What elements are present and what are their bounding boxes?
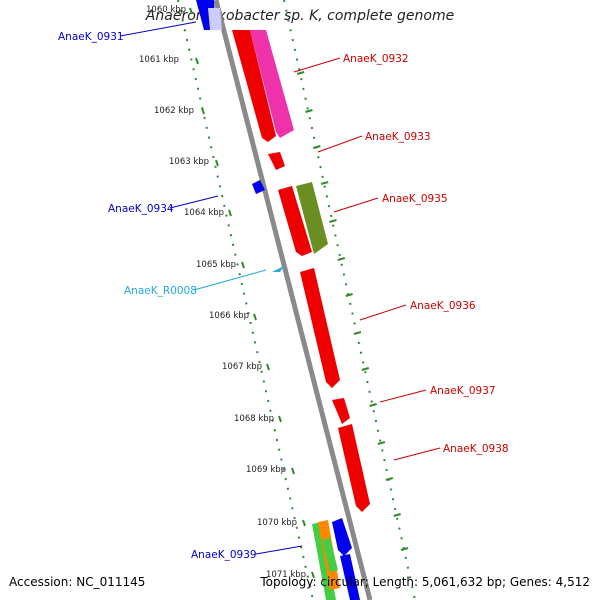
gene-label[interactable]: AnaeK_0933 bbox=[365, 131, 431, 143]
tick-mark bbox=[253, 313, 257, 321]
summary-text: Topology: circular; Length: 5,061,632 bp… bbox=[260, 575, 590, 589]
label-leader-line bbox=[333, 197, 379, 213]
lavender-gene[interactable] bbox=[208, 8, 222, 30]
red-gene[interactable] bbox=[332, 398, 350, 424]
gene-label[interactable]: AnaeK_0931 bbox=[58, 31, 124, 43]
tick-label: 1068 kbp bbox=[234, 414, 274, 424]
tick-label: 1065 kbp bbox=[196, 260, 236, 270]
label-leader-line bbox=[393, 447, 441, 461]
tick-label: 1061 kbp bbox=[139, 55, 179, 65]
tick-mark bbox=[266, 363, 270, 371]
ruler-dash bbox=[400, 547, 409, 551]
tick-mark bbox=[195, 57, 199, 65]
gene-label[interactable]: AnaeK_R0008 bbox=[124, 285, 197, 297]
tick-mark bbox=[291, 467, 295, 475]
gene-label[interactable]: AnaeK_0939 bbox=[191, 549, 257, 561]
ruler-dash bbox=[305, 109, 313, 113]
gene-label[interactable]: AnaeK_0934 bbox=[108, 203, 174, 215]
red-gene[interactable] bbox=[278, 186, 312, 256]
label-leader-line bbox=[317, 135, 363, 153]
tick-mark bbox=[201, 107, 205, 115]
tick-label: 1063 kbp bbox=[169, 157, 209, 167]
red-gene[interactable] bbox=[338, 424, 370, 512]
tick-label: 1069 kbp bbox=[246, 465, 286, 475]
label-leader-line bbox=[193, 269, 267, 291]
red-gene[interactable] bbox=[300, 268, 340, 388]
tick-label: 1060 kbp bbox=[146, 5, 186, 15]
ruler-dash bbox=[329, 219, 337, 223]
pink-gene[interactable] bbox=[250, 30, 294, 138]
genome-backbone bbox=[213, 0, 373, 600]
tick-label: 1062 kbp bbox=[154, 106, 194, 116]
ruler-dash bbox=[361, 367, 370, 371]
ruler-dash bbox=[369, 403, 377, 407]
ruler-dash bbox=[296, 71, 305, 75]
red-gene[interactable] bbox=[232, 30, 276, 142]
accession-text: Accession: NC_011145 bbox=[9, 575, 146, 589]
ruler-dash bbox=[353, 331, 362, 335]
ruler-dash bbox=[377, 441, 386, 445]
gene-label[interactable]: AnaeK_0932 bbox=[343, 53, 409, 65]
label-leader-line bbox=[119, 21, 197, 37]
olive-gene[interactable] bbox=[296, 182, 328, 254]
tick-mark bbox=[215, 159, 219, 167]
tick-mark bbox=[189, 7, 193, 15]
blue-gene[interactable] bbox=[340, 554, 360, 600]
label-leader-line bbox=[379, 389, 427, 403]
ruler-dash bbox=[345, 293, 353, 297]
gene-label[interactable]: AnaeK_0936 bbox=[410, 300, 476, 312]
blue-gene[interactable] bbox=[332, 518, 352, 556]
ruler-dash bbox=[320, 181, 329, 185]
cyan-rna[interactable] bbox=[272, 266, 284, 272]
red-gene[interactable] bbox=[268, 152, 285, 170]
label-leader-line bbox=[359, 304, 407, 321]
label-leader-line bbox=[255, 545, 303, 555]
right-ruler-dots bbox=[283, 0, 416, 600]
tick-label: 1064 kbp bbox=[184, 208, 224, 218]
gene-label[interactable]: AnaeK_0938 bbox=[443, 443, 509, 455]
ruler-dash bbox=[313, 145, 321, 149]
tick-mark bbox=[278, 415, 282, 423]
label-leader-line bbox=[169, 195, 219, 209]
ruler-dash bbox=[385, 477, 394, 481]
tick-mark bbox=[311, 571, 315, 579]
tick-mark bbox=[302, 519, 306, 527]
green-gene[interactable] bbox=[322, 538, 338, 572]
tick-label: 1070 kbp bbox=[257, 518, 297, 528]
tick-label: 1071 kbp bbox=[266, 570, 306, 580]
gene-label[interactable]: AnaeK_0937 bbox=[430, 385, 496, 397]
label-leader-line bbox=[293, 57, 341, 73]
gene-label[interactable]: AnaeK_0935 bbox=[382, 193, 448, 205]
tick-mark bbox=[228, 209, 232, 217]
tick-label: 1067 kbp bbox=[222, 362, 262, 372]
tick-mark bbox=[241, 261, 245, 269]
tick-label: 1066 kbp bbox=[209, 311, 249, 321]
ruler-dash bbox=[393, 513, 401, 517]
ruler-dash bbox=[337, 257, 346, 261]
blue-gene[interactable] bbox=[252, 180, 265, 194]
